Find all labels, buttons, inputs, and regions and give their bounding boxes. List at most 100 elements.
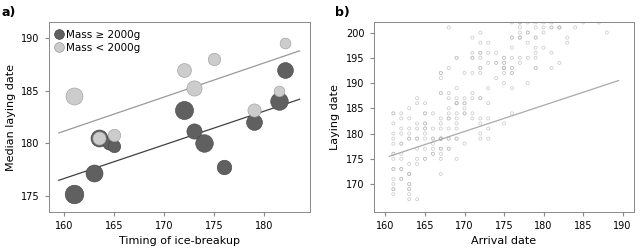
Point [436, 76, 446, 80]
Point [68, 192, 79, 196]
Point [436, 147, 446, 151]
Point [388, 192, 399, 196]
Point [483, 51, 493, 55]
Point [476, 66, 486, 70]
Point [420, 137, 430, 141]
Point [412, 101, 422, 105]
Point [578, 10, 588, 14]
Point [467, 36, 477, 40]
Point [412, 137, 422, 141]
Point [483, 101, 493, 105]
Point [467, 51, 477, 55]
Point [547, 10, 557, 14]
Point [570, 0, 580, 4]
Point [436, 157, 446, 161]
Point [420, 127, 430, 131]
Point [476, 66, 486, 70]
Point [451, 101, 461, 105]
Point [420, 127, 430, 131]
Point [451, 56, 461, 60]
Point [388, 157, 399, 161]
Point [499, 66, 509, 70]
Point [507, 86, 517, 90]
Point [388, 177, 399, 181]
Point [412, 162, 422, 166]
Point [507, 36, 517, 40]
Point [420, 157, 430, 161]
Point [499, 10, 509, 14]
Point [483, 61, 493, 65]
Point [523, 56, 533, 60]
Point [412, 96, 422, 100]
Point [388, 187, 399, 191]
Point [578, 5, 588, 9]
Point [388, 121, 399, 125]
Point [515, 36, 525, 40]
Point [436, 71, 446, 75]
Point [515, 0, 525, 4]
Point [428, 152, 438, 156]
Point [420, 111, 430, 115]
Point [562, 10, 572, 14]
Point [507, 20, 517, 24]
Point [467, 116, 477, 120]
Point [451, 101, 461, 105]
Point [436, 91, 446, 95]
Point [483, 127, 493, 131]
Legend: Mass ≥ 2000g, Mass < 2000g: Mass ≥ 2000g, Mass < 2000g [54, 28, 143, 55]
Point [467, 96, 477, 100]
Point [404, 187, 414, 191]
Point [451, 121, 461, 125]
Point [444, 66, 454, 70]
Point [451, 137, 461, 141]
Text: a): a) [2, 6, 16, 19]
Point [547, 66, 557, 70]
Point [451, 116, 461, 120]
Point [444, 111, 454, 115]
Point [538, 25, 548, 29]
Point [523, 81, 533, 85]
Point [404, 137, 414, 141]
Point [444, 147, 454, 151]
Point [476, 116, 486, 120]
Point [554, 15, 564, 19]
Point [412, 197, 422, 201]
Point [476, 121, 486, 125]
Point [483, 41, 493, 45]
Point [547, 25, 557, 29]
Point [436, 137, 446, 141]
Point [491, 76, 501, 80]
Point [547, 51, 557, 55]
Point [499, 121, 509, 125]
Point [499, 61, 509, 65]
Point [412, 157, 422, 161]
Point [570, 15, 580, 19]
Point [499, 66, 509, 70]
Point [396, 177, 406, 181]
Point [476, 96, 486, 100]
Point [444, 91, 454, 95]
Point [460, 96, 470, 100]
Point [94, 136, 104, 140]
Point [499, 66, 509, 70]
Point [444, 116, 454, 120]
Point [451, 86, 461, 90]
Point [444, 127, 454, 131]
Point [420, 132, 430, 136]
Point [451, 101, 461, 105]
Point [428, 142, 438, 146]
Point [404, 182, 414, 186]
Point [602, 0, 612, 4]
Point [428, 127, 438, 131]
Point [515, 30, 525, 35]
Point [562, 5, 572, 9]
Point [491, 5, 501, 9]
Point [104, 141, 114, 145]
Point [404, 116, 414, 120]
Point [562, 5, 572, 9]
Point [460, 111, 470, 115]
Point [280, 42, 290, 46]
Point [396, 142, 406, 146]
Point [388, 142, 399, 146]
Point [412, 137, 422, 141]
